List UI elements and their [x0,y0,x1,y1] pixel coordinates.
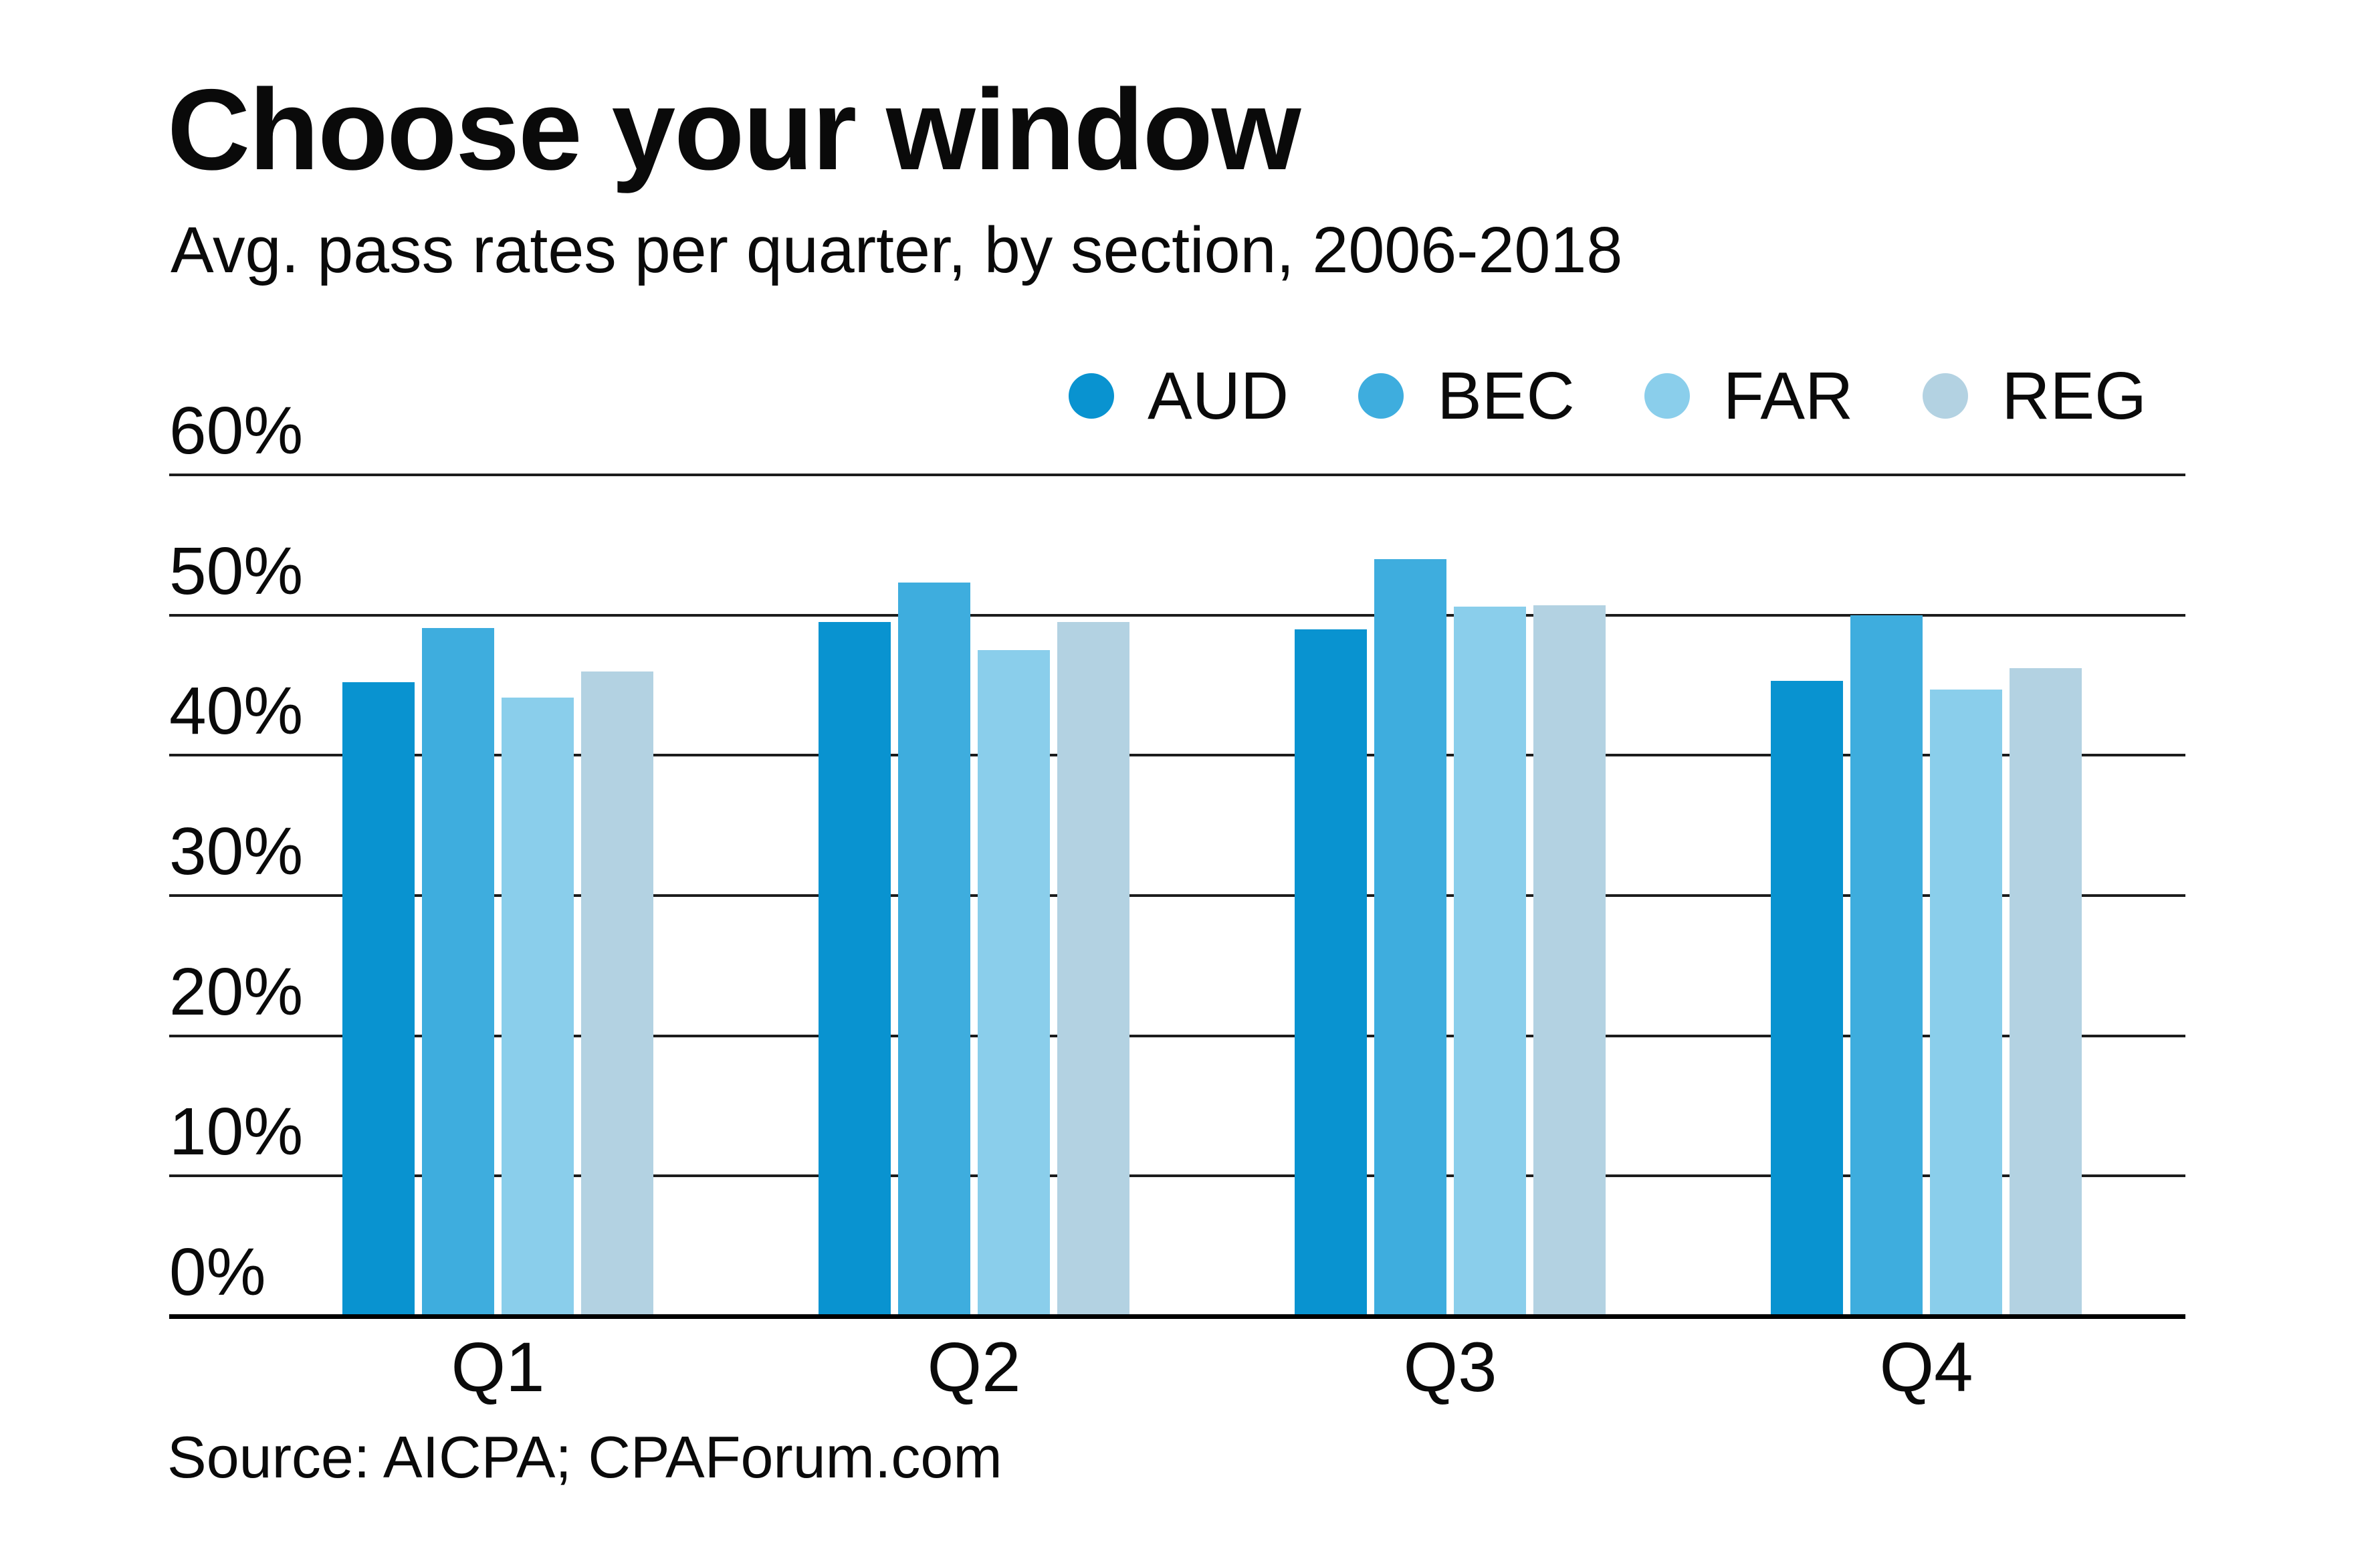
y-tick-label: 40% [169,674,304,749]
bar-q1-reg [581,671,653,1316]
x-axis-label: Q2 [927,1328,1021,1407]
legend-label: REG [2002,358,2147,433]
x-axis-label: Q4 [1879,1328,1973,1407]
bar-q4-aud [1771,681,1843,1316]
legend-item-reg: REG [1923,363,2147,429]
legend-item-aud: AUD [1069,363,1289,429]
bar-group-q3 [1295,558,1606,1316]
bar-q2-far [978,650,1050,1316]
bar-q2-bec [898,583,970,1316]
bar-q2-aud [819,622,891,1316]
y-tick-label: 20% [169,954,304,1029]
bar-q3-reg [1533,605,1606,1316]
legend-item-far: FAR [1644,363,1853,429]
legend-dot-icon [1358,373,1404,419]
gridline [169,754,2185,757]
x-axis-label: Q3 [1403,1328,1497,1407]
bar-q3-bec [1374,558,1446,1316]
bar-q1-aud [342,682,415,1316]
legend: AUD BEC FAR REG [1069,358,2147,433]
bar-q4-bec [1850,615,1923,1316]
legend-label: BEC [1437,358,1575,433]
gridline [169,474,2185,476]
bar-q3-far [1454,607,1526,1316]
source-note: Source: AICPA; CPAForum.com [167,1424,1002,1490]
y-tick-label: 60% [169,393,304,468]
y-tick-label: 0% [169,1235,266,1310]
gridline [169,894,2185,897]
y-tick-label: 50% [169,533,304,609]
legend-dot-icon [1923,373,1969,419]
legend-dot-icon [1069,373,1114,419]
plot-area: 0% 10% 20% 30% 40% 50% 60% [169,397,2185,1319]
bar-group-q4 [1771,615,2082,1316]
gridline [169,613,2185,617]
y-tick-label: 30% [169,814,304,889]
x-axis-baseline [169,1314,2185,1319]
bar-group-q1 [342,627,653,1316]
bar-q1-bec [422,627,494,1316]
x-axis-label: Q1 [451,1328,545,1407]
gridline [169,1034,2185,1037]
legend-label: AUD [1148,358,1289,433]
bar-q4-far [1930,689,2002,1316]
chart-subtitle: Avg. pass rates per quarter, by section,… [171,213,1623,286]
legend-item-bec: BEC [1358,363,1575,429]
legend-dot-icon [1644,373,1690,419]
bar-q2-reg [1057,622,1129,1316]
legend-label: FAR [1723,358,1854,433]
bar-q1-far [502,698,574,1316]
y-tick-label: 10% [169,1094,304,1170]
bar-q4-reg [2010,668,2082,1316]
chart-title: Choose your window [167,66,1301,194]
gridline [169,1174,2185,1178]
bar-q3-aud [1295,629,1367,1316]
bar-group-q2 [819,583,1129,1316]
